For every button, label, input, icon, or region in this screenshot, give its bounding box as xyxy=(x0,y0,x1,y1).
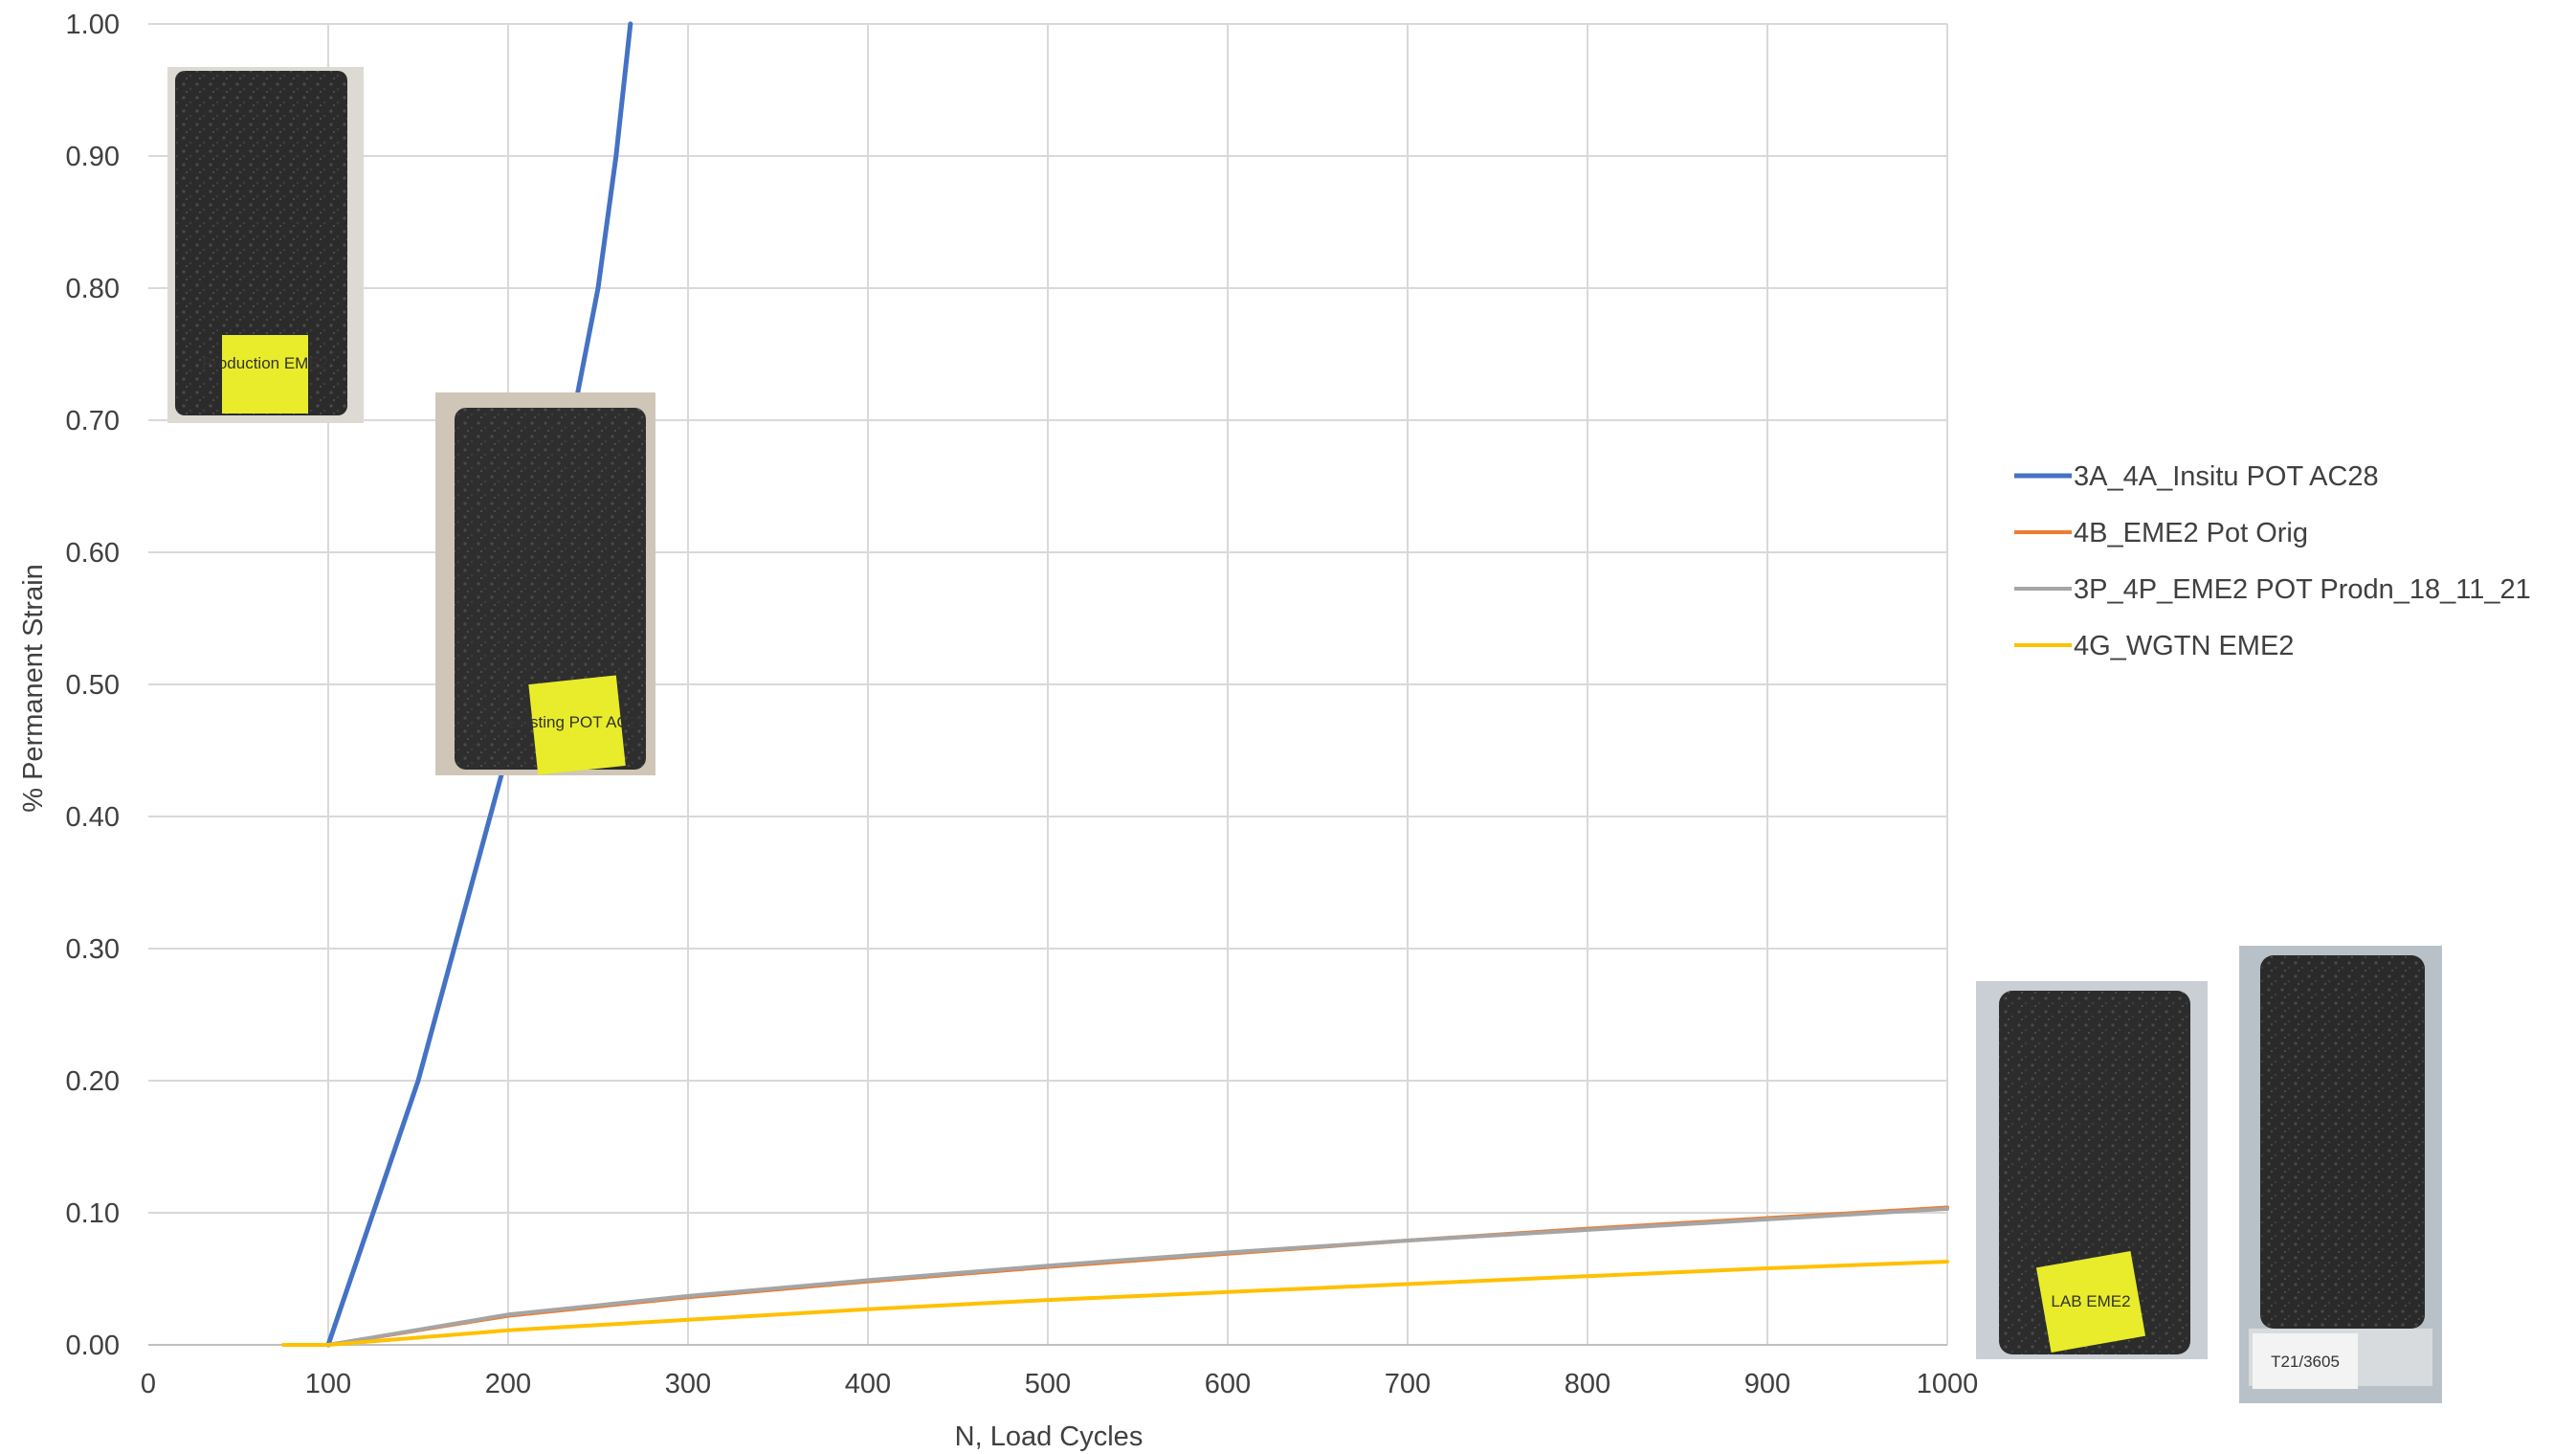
x-tick-label: 0 xyxy=(141,1369,156,1399)
y-axis-title: % Permanent Strain xyxy=(18,564,49,813)
x-tick-label: 500 xyxy=(1025,1369,1071,1399)
y-tick-label: 0.60 xyxy=(66,538,120,569)
legend: 3A_4A_Insitu POT AC28 4B_EME2 Pot Orig 3P_… xyxy=(2014,461,2531,661)
x-tick-label: 700 xyxy=(1385,1369,1431,1399)
series-line xyxy=(326,1205,1949,1347)
y-tick-label: 0.80 xyxy=(66,274,120,304)
x-tick-label: 200 xyxy=(485,1369,531,1399)
x-axis-title: N, Load Cycles xyxy=(955,1421,1144,1452)
y-tick-label: 0.30 xyxy=(66,934,120,965)
x-tick-label: 800 xyxy=(1565,1369,1610,1399)
legend-label: 4B_EME2 Pot Orig xyxy=(2074,518,2308,548)
series-line xyxy=(326,1206,1949,1347)
legend-label: 3A_4A_Insitu POT AC28 xyxy=(2074,461,2379,492)
photo-label-lab: LAB EME2 xyxy=(2051,1292,2130,1310)
x-tick-label: 900 xyxy=(1744,1369,1790,1399)
y-tick-label: 0.10 xyxy=(66,1198,120,1229)
y-tick-label: 1.00 xyxy=(66,10,120,40)
photo-label-existing: Existing POT AC28 xyxy=(507,713,646,731)
x-tick-label: 100 xyxy=(305,1369,351,1399)
photo-label-t21: T21/3605 xyxy=(2271,1353,2340,1371)
y-tick-label: 0.40 xyxy=(66,802,120,833)
x-tick-label: 300 xyxy=(665,1369,711,1399)
photo-label-production: Production EME2 xyxy=(202,354,328,372)
tick-labels: 0 100 200 300 400 500 600 700 800 900 1000 0.00 0.10… xyxy=(66,10,1979,1399)
y-tick-label: 0.00 xyxy=(66,1331,120,1361)
x-tick-label: 400 xyxy=(845,1369,891,1399)
specimen-photo-t21-3605: T21/3605 xyxy=(2239,946,2442,1403)
x-tick-label: 1000 xyxy=(1917,1369,1979,1399)
y-tick-label: 0.90 xyxy=(66,142,120,172)
y-tick-label: 0.50 xyxy=(66,670,120,701)
specimen-photo-production-eme2: Production EME2 xyxy=(167,67,364,423)
series-line xyxy=(281,1260,1949,1347)
y-tick-label: 0.20 xyxy=(66,1066,120,1097)
specimen-photo-existing-pot-ac28: Existing POT AC28 xyxy=(435,392,655,775)
y-tick-label: 0.70 xyxy=(66,406,120,436)
legend-label: 4G_WGTN EME2 xyxy=(2074,631,2294,661)
specimen-photo-lab-eme2: LAB EME2 xyxy=(1976,981,2208,1359)
legend-label: 3P_4P_EME2 POT Prodn_18_11_21 xyxy=(2074,574,2531,605)
gridlines xyxy=(148,23,1948,1345)
x-tick-label: 600 xyxy=(1205,1369,1251,1399)
